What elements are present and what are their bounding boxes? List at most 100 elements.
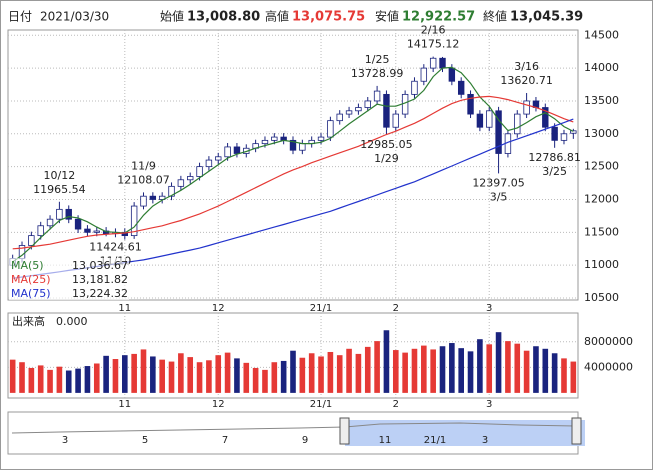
low-label: 安値 — [375, 9, 399, 24]
navigator-label: 3 — [482, 435, 488, 446]
candle-body — [56, 208, 63, 220]
ma-line — [12, 95, 574, 250]
volume-bar — [187, 357, 194, 393]
legend-value: 13,181.82 — [72, 273, 128, 286]
annotation-value: 13728.99 — [351, 67, 404, 80]
volume-bar — [196, 362, 203, 393]
open: 13,008.80 — [187, 10, 260, 25]
volume-bar — [561, 358, 567, 393]
volume-bar — [131, 353, 137, 393]
x-tick-label: 2 — [393, 399, 399, 410]
candle-body — [37, 225, 44, 237]
annotation-date: 10/12 — [44, 169, 76, 182]
volume-bar — [140, 349, 147, 393]
candle-body — [28, 235, 35, 246]
volume-bar — [103, 355, 109, 393]
volume-bar — [262, 369, 268, 393]
volume-bar — [122, 355, 128, 393]
candle-body — [140, 195, 147, 207]
volume-bar — [206, 360, 212, 393]
volume-bar — [84, 366, 91, 393]
candle-body — [486, 110, 493, 128]
annotation-value: 12985.05 — [360, 138, 413, 151]
volume-bar — [280, 360, 287, 393]
volume-bar — [243, 362, 250, 393]
volume-bar — [477, 339, 483, 393]
navigator-handle[interactable] — [339, 417, 350, 445]
legend-name: MA(5) — [11, 259, 44, 272]
candle-body — [299, 143, 306, 151]
candle-body — [345, 110, 353, 115]
navigator-label: 3 — [62, 435, 68, 446]
candle-body — [327, 120, 334, 138]
annotation-value: 11424.61 — [89, 240, 142, 253]
navigator-handle[interactable] — [571, 417, 582, 445]
candle-body — [364, 100, 371, 108]
volume-bar — [346, 348, 352, 393]
navigator-label: 11 — [379, 435, 392, 446]
y-tick-label: 13500 — [584, 94, 619, 107]
legend-name: MA(75) — [11, 287, 51, 300]
volume-bar — [392, 350, 399, 393]
candle-body — [355, 107, 362, 112]
candle-body — [130, 205, 138, 237]
legend-box — [9, 258, 129, 300]
navigator-line — [11, 422, 576, 434]
volume-bar — [514, 343, 521, 393]
volume-bar — [168, 361, 175, 393]
volume-label: 出来高 — [12, 314, 45, 328]
candle-body — [514, 113, 521, 135]
annotation-date: 11/9 — [131, 159, 156, 172]
volume-bar — [271, 362, 278, 393]
candle-body — [383, 93, 390, 128]
annotation-value: 13620.71 — [500, 74, 553, 87]
candle-body — [523, 100, 530, 115]
legend-value: 13,036.67 — [72, 259, 128, 272]
annotation-value: 11965.54 — [33, 183, 86, 196]
volume-bar — [224, 352, 231, 393]
volume-bar — [290, 350, 296, 393]
volume-bar — [327, 351, 334, 393]
navigator-label: 5 — [142, 435, 148, 446]
volume-bar — [37, 365, 44, 393]
volume-bar — [75, 368, 81, 393]
candle-body — [551, 126, 558, 141]
volume-bar — [178, 353, 184, 393]
candle-body — [448, 67, 456, 82]
volume-value: 0.000 — [56, 315, 88, 328]
annotation-value: 12397.05 — [472, 176, 525, 189]
annotation-date: 1/25 — [365, 53, 390, 66]
candle-body — [392, 113, 399, 128]
volume-bar — [449, 343, 455, 393]
candle-body — [401, 93, 409, 115]
candle-body — [224, 146, 231, 158]
x-tick-label: 12 — [212, 399, 225, 410]
volume-bar — [505, 341, 511, 393]
candle-body — [168, 185, 175, 197]
candle-body — [271, 136, 278, 141]
candle-body — [289, 139, 297, 151]
volume-bar — [551, 353, 558, 393]
y-tick-label: 11500 — [584, 225, 619, 238]
volume-bar — [411, 348, 418, 393]
candle-body — [336, 113, 343, 122]
low: 12,922.57 — [402, 10, 475, 25]
y-tick-label: 14000 — [584, 61, 619, 74]
candle-body — [233, 146, 241, 154]
volume-bar — [234, 358, 240, 393]
candle-body — [177, 179, 185, 187]
candle-body — [373, 90, 381, 102]
price-panel — [7, 29, 579, 301]
candle-body — [46, 218, 54, 227]
candle-body — [411, 80, 418, 95]
volume-panel — [7, 312, 579, 399]
y-tick-label: 4000000 — [584, 360, 633, 373]
volume-bar — [467, 351, 474, 393]
close-label: 終値 — [483, 9, 507, 24]
volume-bar — [430, 349, 436, 393]
candle-body — [65, 208, 72, 220]
volume-bar — [495, 332, 502, 393]
candle-body — [495, 110, 502, 154]
date-label: 日付 — [8, 10, 32, 24]
